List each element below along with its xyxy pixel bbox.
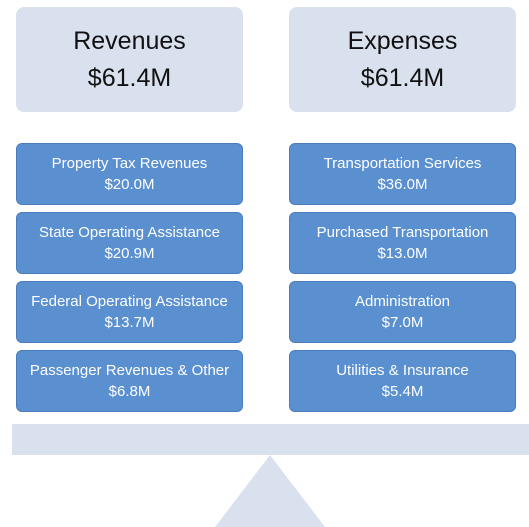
revenues-header: Revenues $61.4M [16, 7, 243, 112]
item-value: $13.7M [104, 313, 155, 331]
item-value: $13.0M [377, 244, 428, 262]
item-label: Property Tax Revenues [51, 154, 208, 172]
item-label: Passenger Revenues & Other [29, 361, 230, 379]
item-value: $6.8M [108, 382, 151, 400]
item-box: Property Tax Revenues $20.0M [16, 143, 243, 205]
item-value: $20.0M [104, 175, 155, 193]
item-value: $5.4M [381, 382, 424, 400]
expenses-header: Expenses $61.4M [289, 7, 516, 112]
item-label: Federal Operating Assistance [31, 292, 228, 310]
revenues-list: Property Tax Revenues $20.0M State Operati… [16, 143, 243, 419]
revenues-total: $61.4M [87, 63, 172, 92]
balance-beam [12, 424, 529, 455]
item-box: Utilities & Insurance $5.4M [289, 350, 516, 412]
item-box: State Operating Assistance $20.9M [16, 212, 243, 274]
item-box: Federal Operating Assistance $13.7M [16, 281, 243, 343]
fulcrum-triangle [215, 455, 325, 527]
expenses-title: Expenses [347, 26, 458, 55]
item-value: $20.9M [104, 244, 155, 262]
item-box: Passenger Revenues & Other $6.8M [16, 350, 243, 412]
item-label: Administration [354, 292, 451, 310]
item-label: Utilities & Insurance [336, 361, 469, 379]
item-box: Transportation Services $36.0M [289, 143, 516, 205]
revenues-title: Revenues [73, 26, 186, 55]
item-box: Administration $7.0M [289, 281, 516, 343]
item-label: Transportation Services [323, 154, 482, 172]
expenses-total: $61.4M [360, 63, 445, 92]
item-label: State Operating Assistance [39, 223, 220, 241]
item-label: Purchased Transportation [316, 223, 489, 241]
item-box: Purchased Transportation $13.0M [289, 212, 516, 274]
item-value: $7.0M [381, 313, 424, 331]
expenses-list: Transportation Services $36.0M Purchased T… [289, 143, 516, 419]
item-value: $36.0M [377, 175, 428, 193]
